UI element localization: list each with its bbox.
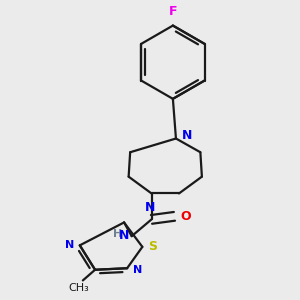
Text: N: N <box>65 240 74 250</box>
Text: O: O <box>180 210 190 223</box>
Text: N: N <box>145 201 155 214</box>
Text: H: H <box>113 229 122 239</box>
Text: N: N <box>182 129 192 142</box>
Text: F: F <box>169 5 177 18</box>
Text: N: N <box>133 265 142 275</box>
Text: S: S <box>148 240 157 254</box>
Text: N: N <box>119 229 129 242</box>
Text: CH₃: CH₃ <box>68 284 88 293</box>
